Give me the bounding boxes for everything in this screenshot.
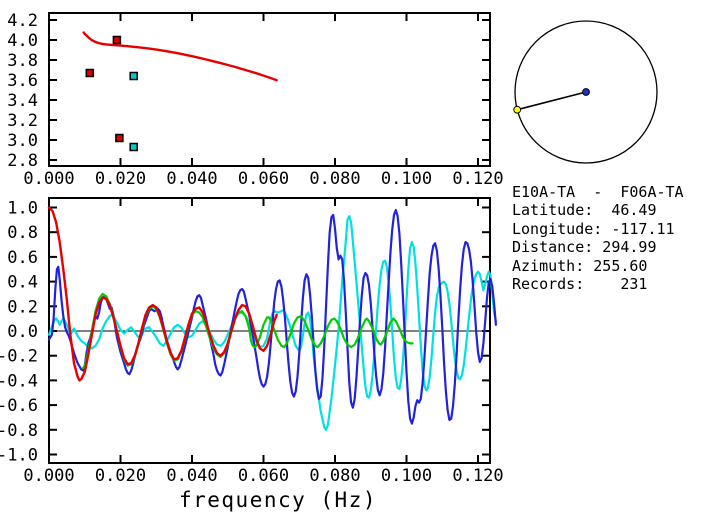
y-tick-label: 3.2 — [7, 111, 38, 131]
trace-red — [47, 206, 278, 382]
azimuth-line — [517, 91, 587, 111]
y-tick-label: -0.6 — [0, 396, 38, 416]
y-tick-label: 4.2 — [7, 11, 38, 31]
dispersion-pick-marker — [85, 68, 95, 78]
y-tick-label: 0.8 — [7, 223, 38, 243]
x-tick-label: 0.060 — [238, 169, 289, 189]
dispersion-pick-marker — [115, 133, 124, 143]
x-axis-title: frequency (Hz) — [179, 488, 377, 512]
dispersion-pick-marker — [112, 35, 122, 45]
azimuth-compass — [513, 20, 658, 164]
y-tick-label: 0.2 — [7, 297, 38, 317]
x-tick-label: 0.120 — [452, 466, 503, 486]
dispersion-pick-marker — [129, 71, 138, 81]
station-pair-title: E10A-TA - F06A-TA — [512, 183, 684, 201]
y-tick-label: 0.4 — [7, 273, 38, 293]
station-info: E10A-TA - F06A-TA Latitude: 46.49 Longitud… — [512, 183, 684, 293]
y-tick-label: 4.0 — [7, 31, 38, 51]
spectra-plot: 0.000 0.020 0.040 0.060 0.080 0.100 0.120 -1.0 -… — [0, 197, 504, 512]
y-tick-label: 0.6 — [7, 248, 38, 268]
station-info-line: Azimuth: 255.60 — [512, 256, 648, 275]
y-tick-label: 0.0 — [7, 322, 38, 342]
x-tick-label: 0.100 — [381, 466, 432, 486]
y-tick-label: -0.4 — [0, 371, 38, 391]
x-tick-label: 0.100 — [381, 169, 432, 189]
x-tick-label: 0.080 — [309, 466, 360, 486]
x-tick-label: 0.020 — [95, 169, 146, 189]
dispersion-plot: 0.000 0.020 0.040 0.060 0.080 0.100 0.1202.83.… — [7, 11, 503, 189]
y-tick-label: 3.8 — [7, 51, 38, 71]
x-tick-label: 0.040 — [166, 466, 217, 486]
y-tick-label: 3.6 — [7, 71, 38, 91]
x-tick-label: 0.000 — [23, 466, 74, 486]
x-tick-label: 0.120 — [452, 169, 503, 189]
y-tick-label: 2.8 — [7, 151, 38, 171]
azimuth-circle — [514, 20, 658, 164]
y-tick-label: -0.8 — [0, 421, 38, 441]
x-tick-label: 0.040 — [166, 169, 217, 189]
x-tick-label: 0.060 — [238, 466, 289, 486]
station-info-line: Distance: 294.99 — [512, 238, 657, 257]
center-station-dot — [582, 88, 590, 96]
plot-frame — [48, 12, 491, 167]
station-info-line: Latitude: 46.49 — [512, 201, 657, 220]
y-tick-label: 1.0 — [7, 199, 38, 219]
x-tick-label: 0.080 — [309, 169, 360, 189]
x-tick-label: 0.020 — [95, 466, 146, 486]
dispersion-model-curve — [82, 31, 278, 82]
x-tick-label: 0.000 — [23, 169, 74, 189]
trace-blue — [47, 208, 497, 425]
station-info-line: Records: 231 — [512, 275, 648, 294]
azimuth-station-dot — [513, 105, 522, 114]
y-tick-label: 3.0 — [7, 131, 38, 151]
y-tick-label: 3.4 — [7, 91, 38, 111]
dispersion-pick-marker — [129, 142, 138, 152]
y-tick-label: -1.0 — [0, 446, 38, 466]
y-tick-label: -0.2 — [0, 347, 38, 367]
station-info-line: Longitude: -117.11 — [512, 219, 675, 238]
